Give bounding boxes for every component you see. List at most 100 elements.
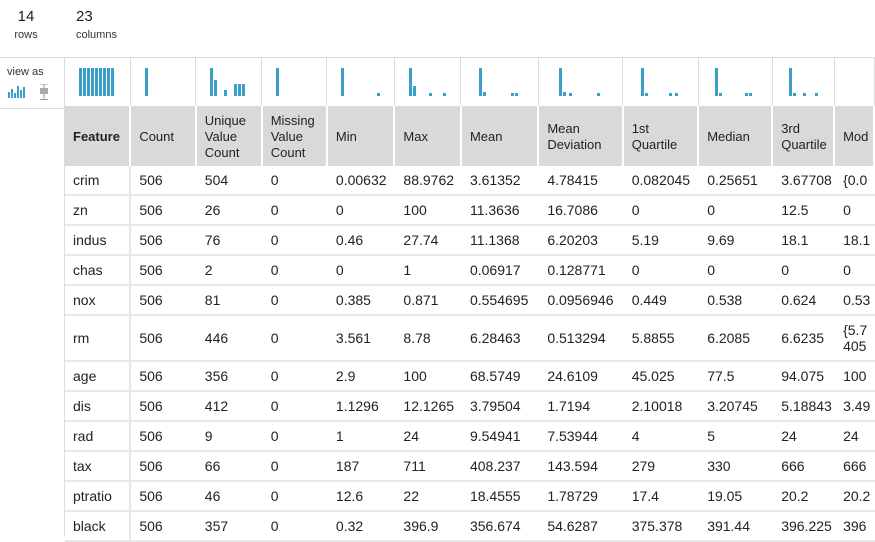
table-cell: 506	[130, 225, 197, 256]
table-cell: 357	[195, 511, 263, 542]
table-cell: 6.6235	[772, 315, 836, 362]
table-cell: 408.237	[460, 451, 540, 482]
table-cell: 666	[834, 451, 875, 482]
rows-stat: 14 rows	[13, 8, 39, 41]
table-row[interactable]: rm 506 446 0 3.561 8.78 6.28463 0.513294 5.8855 6…	[65, 315, 875, 362]
histogram-max[interactable]	[394, 58, 462, 107]
histogram-count[interactable]	[130, 58, 197, 107]
table-cell: 0	[772, 255, 836, 286]
column-header[interactable]: Mean	[460, 106, 540, 166]
column-header[interactable]: Min	[326, 106, 396, 166]
table-cell: 0	[698, 255, 774, 286]
table-cell: 88.9762	[394, 166, 462, 196]
table-cell: 0	[261, 451, 328, 482]
table-cell: 0.624	[772, 285, 836, 316]
table-cell: 5.19	[622, 225, 700, 256]
column-header[interactable]: Unique Value Count	[195, 106, 263, 166]
table-cell: 0.538	[698, 285, 774, 316]
table-cell: 1	[394, 255, 462, 286]
boxplot-icon[interactable]	[38, 84, 50, 100]
table-row[interactable]: rad 506 9 0 1 24 9.54941 7.53944 4 5 24 24	[65, 421, 875, 452]
histogram-mean[interactable]	[460, 58, 539, 107]
table-cell: 330	[698, 451, 774, 482]
left-gutter-divider	[64, 58, 65, 536]
table-cell: 0.385	[326, 285, 396, 316]
table-row[interactable]: ptratio 506 46 0 12.6 22 18.4555 1.78729 17.4 19.…	[65, 481, 875, 512]
table-row[interactable]: tax 506 66 0 187 711 408.237 143.594 279 330 666 66…	[65, 451, 875, 482]
histogram-3rd-quartile[interactable]	[772, 58, 835, 107]
histogram-min[interactable]	[326, 58, 395, 107]
histogram-mean-deviation[interactable]	[538, 58, 624, 107]
table-cell: 0	[261, 166, 328, 196]
table-cell: 666	[772, 451, 836, 482]
histogram-icon[interactable]	[8, 84, 28, 98]
table-row[interactable]: black 506 357 0 0.32 396.9 356.674 54.6287 375.3…	[65, 511, 875, 542]
column-header[interactable]: Mean Deviation	[538, 106, 624, 166]
table-cell: 506	[130, 511, 197, 542]
table-cell: 76	[195, 225, 263, 256]
table-cell: 504	[195, 166, 263, 196]
histogram-median[interactable]	[698, 58, 773, 107]
table-row[interactable]: zn 506 26 0 0 100 11.3636 16.7086 0 0 12.5 0	[65, 195, 875, 226]
table-row[interactable]: age 506 356 0 2.9 100 68.5749 24.6109 45.025 77.5…	[65, 361, 875, 392]
table-cell: 0.25651	[698, 166, 774, 196]
table-cell: 1.1296	[326, 391, 396, 422]
table-cell: 0.46	[326, 225, 396, 256]
table-cell: 11.1368	[460, 225, 540, 256]
table-cell: 0.06917	[460, 255, 540, 286]
histogram-unique[interactable]	[195, 58, 263, 107]
histogram-1st-quartile[interactable]	[622, 58, 699, 107]
table-cell: 0	[698, 195, 774, 226]
table-cell: 506	[130, 166, 197, 196]
histogram-missing[interactable]	[261, 58, 328, 107]
table-cell: 9	[195, 421, 263, 452]
table-row[interactable]: crim 506 504 0 0.00632 88.9762 3.61352 4.78415 0…	[65, 166, 875, 196]
view-as-panel: view as	[0, 58, 65, 108]
table-row[interactable]: nox 506 81 0 0.385 0.871 0.554695 0.0956946 0.44…	[65, 285, 875, 316]
view-as-label: view as	[7, 66, 44, 78]
table-cell: 81	[195, 285, 263, 316]
table-cell: 5	[698, 421, 774, 452]
dataset-summary: 14 rows 23 columns	[0, 0, 875, 57]
table-cell: 356	[195, 361, 263, 392]
column-header[interactable]: Feature	[65, 106, 132, 166]
column-header[interactable]: Max	[394, 106, 462, 166]
table-cell: 0.513294	[538, 315, 624, 362]
table-cell: 4.78415	[538, 166, 624, 196]
column-header[interactable]: Median	[698, 106, 774, 166]
feature-cell: ptratio	[65, 481, 132, 512]
column-header[interactable]: Count	[130, 106, 197, 166]
table-cell: 0	[834, 255, 875, 286]
column-header[interactable]: 1st Quartile	[622, 106, 700, 166]
table-cell: 6.20203	[538, 225, 624, 256]
table-row[interactable]: indus 506 76 0 0.46 27.74 11.1368 6.20203 5.19 9.…	[65, 225, 875, 256]
view-as-divider	[0, 108, 65, 109]
table-cell: 0	[261, 255, 328, 286]
table-cell: 1	[326, 421, 396, 452]
summary-divider	[0, 57, 875, 58]
histogram-feature[interactable]	[65, 58, 131, 107]
feature-cell: crim	[65, 166, 132, 196]
table-cell: 396	[834, 511, 875, 542]
table-cell: 0	[326, 255, 396, 286]
columns-stat: 23 columns	[76, 8, 117, 41]
column-header[interactable]: 3rd Quartile	[772, 106, 836, 166]
table-row[interactable]: dis 506 412 0 1.1296 12.1265 3.79504 1.7194 2.10…	[65, 391, 875, 422]
table-row[interactable]: chas 506 2 0 0 1 0.06917 0.128771 0 0 0 0	[65, 255, 875, 286]
histogram-mod[interactable]	[834, 58, 875, 107]
table-cell: 0	[261, 285, 328, 316]
table-cell: 68.5749	[460, 361, 540, 392]
table-cell: 11.3636	[460, 195, 540, 226]
table-cell: 100	[394, 195, 462, 226]
table-cell: 24.6109	[538, 361, 624, 392]
column-header[interactable]: Missing Value Count	[261, 106, 328, 166]
column-header[interactable]: Mod	[834, 106, 875, 166]
table-cell: 0.082045	[622, 166, 700, 196]
table-cell: 27.74	[394, 225, 462, 256]
table-cell: 0.53	[834, 285, 875, 316]
feature-cell: indus	[65, 225, 132, 256]
table-cell: 5.18843	[772, 391, 836, 422]
table-cell: 506	[130, 195, 197, 226]
table-cell: 18.1	[772, 225, 836, 256]
table-cell: 3.79504	[460, 391, 540, 422]
